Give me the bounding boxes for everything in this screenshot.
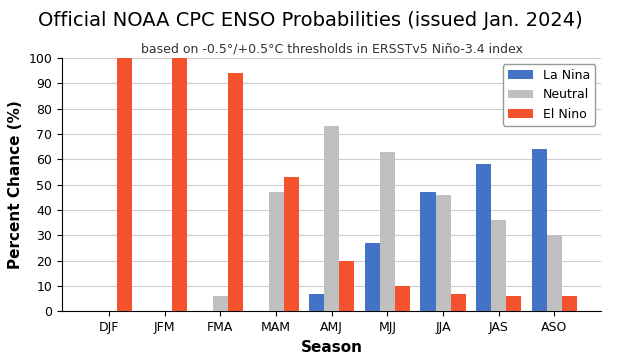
- Bar: [435, 195, 451, 311]
- Bar: [532, 149, 547, 311]
- Bar: [213, 296, 228, 311]
- Bar: [491, 220, 506, 311]
- Bar: [380, 152, 395, 311]
- Bar: [228, 73, 243, 311]
- Bar: [365, 243, 380, 311]
- Text: Official NOAA CPC ENSO Probabilities (issued Jan. 2024): Official NOAA CPC ENSO Probabilities (is…: [38, 11, 582, 30]
- Bar: [547, 235, 562, 311]
- Legend: La Nina, Neutral, El Nino: La Nina, Neutral, El Nino: [503, 64, 595, 126]
- Bar: [339, 261, 354, 311]
- Bar: [283, 177, 299, 311]
- Bar: [324, 126, 339, 311]
- Bar: [117, 58, 131, 311]
- Y-axis label: Percent Chance (%): Percent Chance (%): [8, 100, 23, 269]
- Bar: [309, 294, 324, 311]
- Bar: [506, 296, 521, 311]
- Bar: [395, 286, 410, 311]
- Bar: [420, 192, 435, 311]
- Bar: [562, 296, 577, 311]
- Bar: [451, 294, 466, 311]
- X-axis label: Season: Season: [301, 340, 363, 355]
- Title: based on -0.5°/+0.5°C thresholds in ERSSTv5 Niño-3.4 index: based on -0.5°/+0.5°C thresholds in ERSS…: [141, 42, 523, 55]
- Bar: [476, 164, 491, 311]
- Bar: [172, 58, 187, 311]
- Bar: [268, 192, 283, 311]
